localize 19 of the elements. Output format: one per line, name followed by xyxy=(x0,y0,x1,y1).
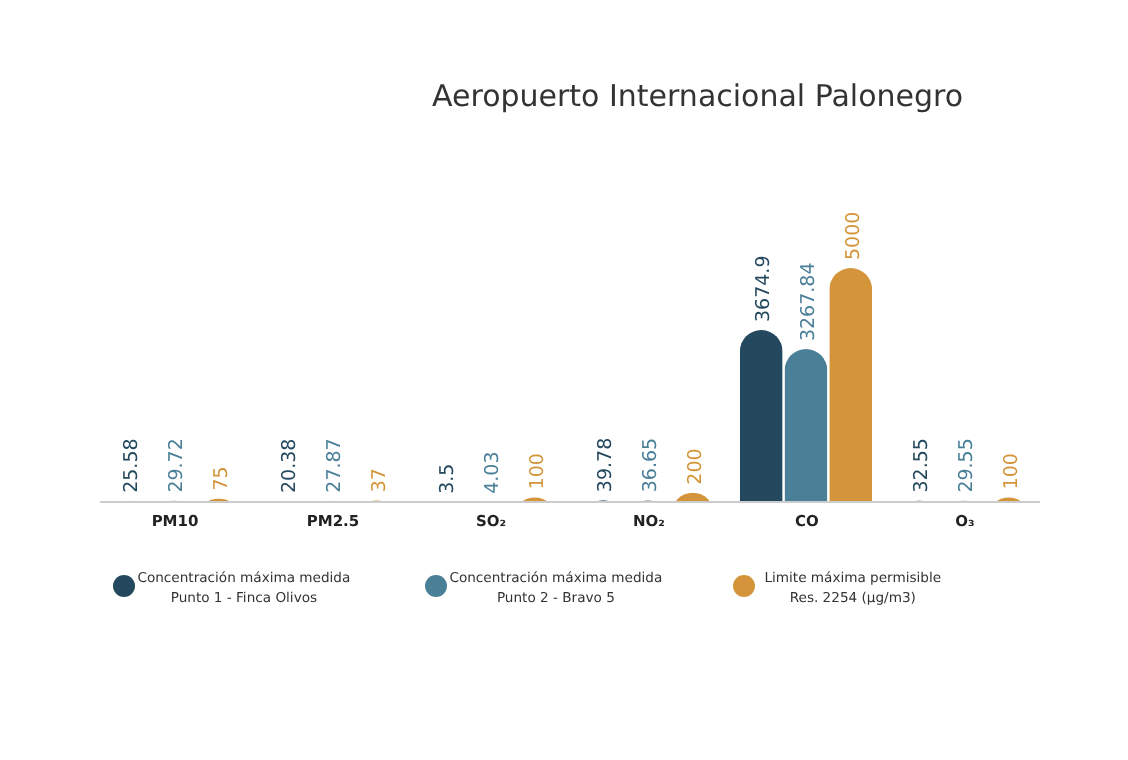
data-label: 5000 xyxy=(842,211,865,260)
data-label: 100 xyxy=(526,453,549,490)
data-label: 20.38 xyxy=(279,438,302,494)
data-label: 200 xyxy=(684,448,707,485)
chart-title: Aeropuerto Internacional Palonegro xyxy=(432,78,964,114)
data-label: 29.55 xyxy=(955,438,978,493)
data-label: 32.55 xyxy=(911,438,934,493)
data-label: 3674.9 xyxy=(753,255,776,323)
data-label: 25.58 xyxy=(121,438,144,493)
data-label: 29.72 xyxy=(166,438,189,493)
data-label: 3267.84 xyxy=(797,262,820,342)
data-label: 36.65 xyxy=(639,437,662,493)
data-label: 39.78 xyxy=(595,437,618,493)
data-label: 27.87 xyxy=(324,438,347,493)
data-label: 75 xyxy=(210,466,233,491)
data-label: 37 xyxy=(368,468,391,493)
data-label: 100 xyxy=(1000,453,1023,490)
data-label: 4.03 xyxy=(482,451,505,494)
data-label: 3.5 xyxy=(437,463,460,494)
